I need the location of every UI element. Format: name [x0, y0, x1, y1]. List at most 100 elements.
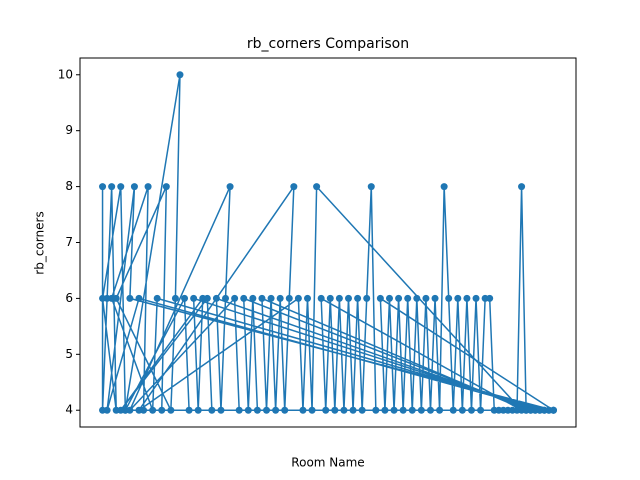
data-point — [253, 406, 261, 414]
data-point — [349, 406, 357, 414]
data-point — [244, 406, 252, 414]
data-point — [518, 183, 526, 191]
data-point — [276, 294, 284, 302]
data-point — [176, 71, 184, 79]
data-point — [208, 406, 216, 414]
data-point — [294, 294, 302, 302]
data-point — [354, 294, 362, 302]
data-point — [235, 406, 243, 414]
data-point — [463, 294, 471, 302]
data-point — [454, 294, 462, 302]
data-point — [212, 294, 220, 302]
data-point — [376, 294, 384, 302]
data-point — [130, 183, 138, 191]
y-tick-label: 6 — [65, 291, 73, 305]
data-point — [340, 406, 348, 414]
data-point — [344, 294, 352, 302]
data-point — [367, 183, 375, 191]
data-point — [363, 294, 371, 302]
data-point — [472, 294, 480, 302]
data-point — [458, 406, 466, 414]
data-point — [313, 183, 321, 191]
data-point — [436, 406, 444, 414]
data-point — [144, 183, 152, 191]
data-point — [358, 406, 366, 414]
data-point — [335, 294, 343, 302]
data-point — [413, 294, 421, 302]
data-point — [372, 406, 380, 414]
data-line — [101, 74, 556, 411]
data-point — [99, 183, 107, 191]
chart-title: rb_corners Comparison — [247, 36, 409, 52]
data-point — [249, 294, 257, 302]
y-tick-label: 7 — [65, 235, 73, 249]
data-point — [467, 406, 475, 414]
data-point — [399, 406, 407, 414]
data-point — [185, 406, 193, 414]
data-point — [431, 294, 439, 302]
data-point — [513, 406, 521, 414]
data-point — [385, 294, 393, 302]
x-axis-label: Room Name — [291, 456, 364, 470]
data-point — [126, 294, 134, 302]
data-point — [267, 294, 275, 302]
data-point — [171, 294, 179, 302]
data-point — [167, 406, 175, 414]
data-point — [381, 406, 389, 414]
data-point — [331, 406, 339, 414]
data-point — [158, 406, 166, 414]
data-point — [304, 294, 312, 302]
data-point — [217, 406, 225, 414]
data-point — [263, 406, 271, 414]
data-point — [445, 294, 453, 302]
data-point — [258, 294, 266, 302]
data-point — [117, 183, 125, 191]
data-point — [272, 406, 280, 414]
y-tick-label: 9 — [65, 123, 73, 137]
data-point — [477, 406, 485, 414]
data-point — [203, 294, 211, 302]
y-tick-label: 8 — [65, 179, 73, 193]
data-point — [117, 406, 125, 414]
data-point — [449, 406, 457, 414]
data-point — [135, 406, 143, 414]
data-point — [549, 406, 557, 414]
data-point — [417, 406, 425, 414]
data-point — [308, 406, 316, 414]
data-point — [317, 294, 325, 302]
data-point — [408, 406, 416, 414]
data-point — [299, 406, 307, 414]
data-point — [226, 183, 234, 191]
data-point — [194, 406, 202, 414]
y-tick-label: 5 — [65, 347, 73, 361]
data-point — [231, 294, 239, 302]
data-point — [322, 406, 330, 414]
data-point — [426, 406, 434, 414]
data-point — [190, 294, 198, 302]
data-point — [222, 294, 230, 302]
data-point — [103, 406, 111, 414]
data-point — [135, 294, 143, 302]
data-point — [153, 294, 161, 302]
data-point — [390, 406, 398, 414]
data-point — [181, 294, 189, 302]
data-point — [108, 183, 116, 191]
data-point — [240, 294, 248, 302]
data-point — [112, 294, 120, 302]
data-point — [486, 294, 494, 302]
data-point — [285, 294, 293, 302]
data-point — [149, 406, 157, 414]
data-point — [422, 294, 430, 302]
data-point — [290, 183, 298, 191]
data-point — [126, 406, 134, 414]
data-point — [162, 183, 170, 191]
data-point — [395, 294, 403, 302]
y-axis-label: rb_corners — [33, 211, 47, 274]
data-point — [281, 406, 289, 414]
data-point — [440, 183, 448, 191]
y-tick-label: 10 — [58, 67, 73, 81]
data-point — [326, 294, 334, 302]
y-tick-label: 4 — [65, 403, 73, 417]
data-point — [404, 294, 412, 302]
